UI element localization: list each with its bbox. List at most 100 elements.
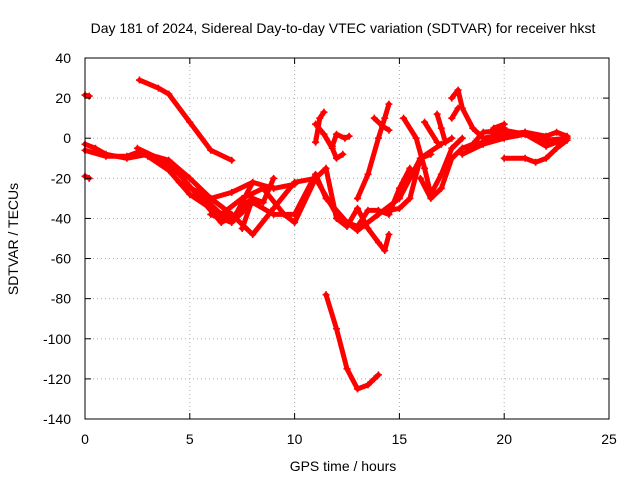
series-track-20 xyxy=(433,110,456,146)
data-point xyxy=(563,132,571,140)
data-point xyxy=(406,194,414,202)
series-track-23 xyxy=(421,118,441,146)
data-point xyxy=(228,188,236,196)
data-point xyxy=(186,118,194,126)
data-point xyxy=(320,130,328,138)
data-point xyxy=(133,144,141,152)
data-point xyxy=(381,247,389,255)
data-point xyxy=(333,130,341,138)
data-point xyxy=(343,218,351,226)
data-point xyxy=(364,206,372,214)
data-point xyxy=(490,124,498,132)
data-point xyxy=(364,381,372,389)
data-point xyxy=(458,134,466,142)
data-point xyxy=(385,206,393,214)
data-point xyxy=(175,170,183,178)
y-tick-label: -40 xyxy=(51,210,71,226)
y-tick-label: -120 xyxy=(43,371,71,387)
data-point xyxy=(385,230,393,238)
series-track-13 xyxy=(328,130,353,150)
y-tick-label: 40 xyxy=(55,50,71,66)
y-tick-label: -140 xyxy=(43,411,71,427)
data-point xyxy=(341,134,349,142)
data-point xyxy=(542,154,550,162)
data-point xyxy=(353,385,361,393)
data-point xyxy=(437,124,445,132)
data-point xyxy=(364,170,372,178)
data-point xyxy=(427,194,435,202)
series-track-11 xyxy=(312,108,328,146)
series-line xyxy=(522,129,570,139)
data-point xyxy=(370,114,378,122)
y-tick-label: -20 xyxy=(51,170,71,186)
data-point xyxy=(312,170,320,178)
series-track-22 xyxy=(448,104,462,122)
x-axis-label: GPS time / hours xyxy=(290,458,397,474)
data-point xyxy=(433,110,441,118)
data-point xyxy=(521,128,529,136)
data-point xyxy=(270,204,278,212)
x-tick-label: 0 xyxy=(81,431,89,447)
data-point xyxy=(385,126,393,134)
data-point xyxy=(416,174,424,182)
data-point xyxy=(207,146,215,154)
series-line xyxy=(422,119,440,145)
data-point xyxy=(312,138,320,146)
data-point xyxy=(333,214,341,222)
series-track-06 xyxy=(135,76,236,164)
y-tick-label: 20 xyxy=(55,90,71,106)
data-point xyxy=(421,118,429,126)
y-tick-label: -100 xyxy=(43,331,71,347)
data-point xyxy=(343,365,351,373)
x-tick-label: 10 xyxy=(287,431,303,447)
data-point xyxy=(249,198,257,206)
data-point xyxy=(448,134,456,142)
data-point xyxy=(249,230,257,238)
data-point xyxy=(437,140,445,148)
data-point xyxy=(448,114,456,122)
data-point xyxy=(186,190,194,198)
data-point xyxy=(458,150,466,158)
data-point xyxy=(320,108,328,116)
data-point xyxy=(259,184,267,192)
data-point xyxy=(154,154,162,162)
data-point xyxy=(395,204,403,212)
data-point xyxy=(259,198,267,206)
series-track-26 xyxy=(490,120,508,132)
y-tick-label: -80 xyxy=(51,291,71,307)
data-point xyxy=(196,190,204,198)
data-point xyxy=(379,122,387,130)
data-point xyxy=(370,375,378,383)
data-point xyxy=(135,76,143,84)
data-point xyxy=(458,144,466,152)
series-line xyxy=(239,175,277,231)
data-point xyxy=(364,224,372,232)
data-point xyxy=(479,128,487,136)
data-point xyxy=(328,142,336,150)
grid-lines xyxy=(85,58,609,419)
chart-title: Day 181 of 2024, Sidereal Day-to-day VTE… xyxy=(91,20,596,36)
data-point xyxy=(454,86,462,94)
data-point xyxy=(154,84,162,92)
data-point xyxy=(374,206,382,214)
data-point xyxy=(312,120,320,128)
data-point xyxy=(427,150,435,158)
data-point xyxy=(186,174,194,182)
data-point xyxy=(238,224,246,232)
series-line xyxy=(137,77,235,163)
data-point xyxy=(353,204,361,212)
data-point xyxy=(448,144,456,152)
series-track-15 xyxy=(370,114,393,134)
data-point xyxy=(249,178,257,186)
data-point xyxy=(291,210,299,218)
data-point xyxy=(500,120,508,128)
data-point xyxy=(165,156,173,164)
data-point xyxy=(123,152,131,160)
data-point xyxy=(339,150,347,158)
data-point xyxy=(333,325,341,333)
data-point xyxy=(542,142,550,150)
data-point xyxy=(500,134,508,142)
data-point xyxy=(532,158,540,166)
data-point xyxy=(454,104,462,112)
